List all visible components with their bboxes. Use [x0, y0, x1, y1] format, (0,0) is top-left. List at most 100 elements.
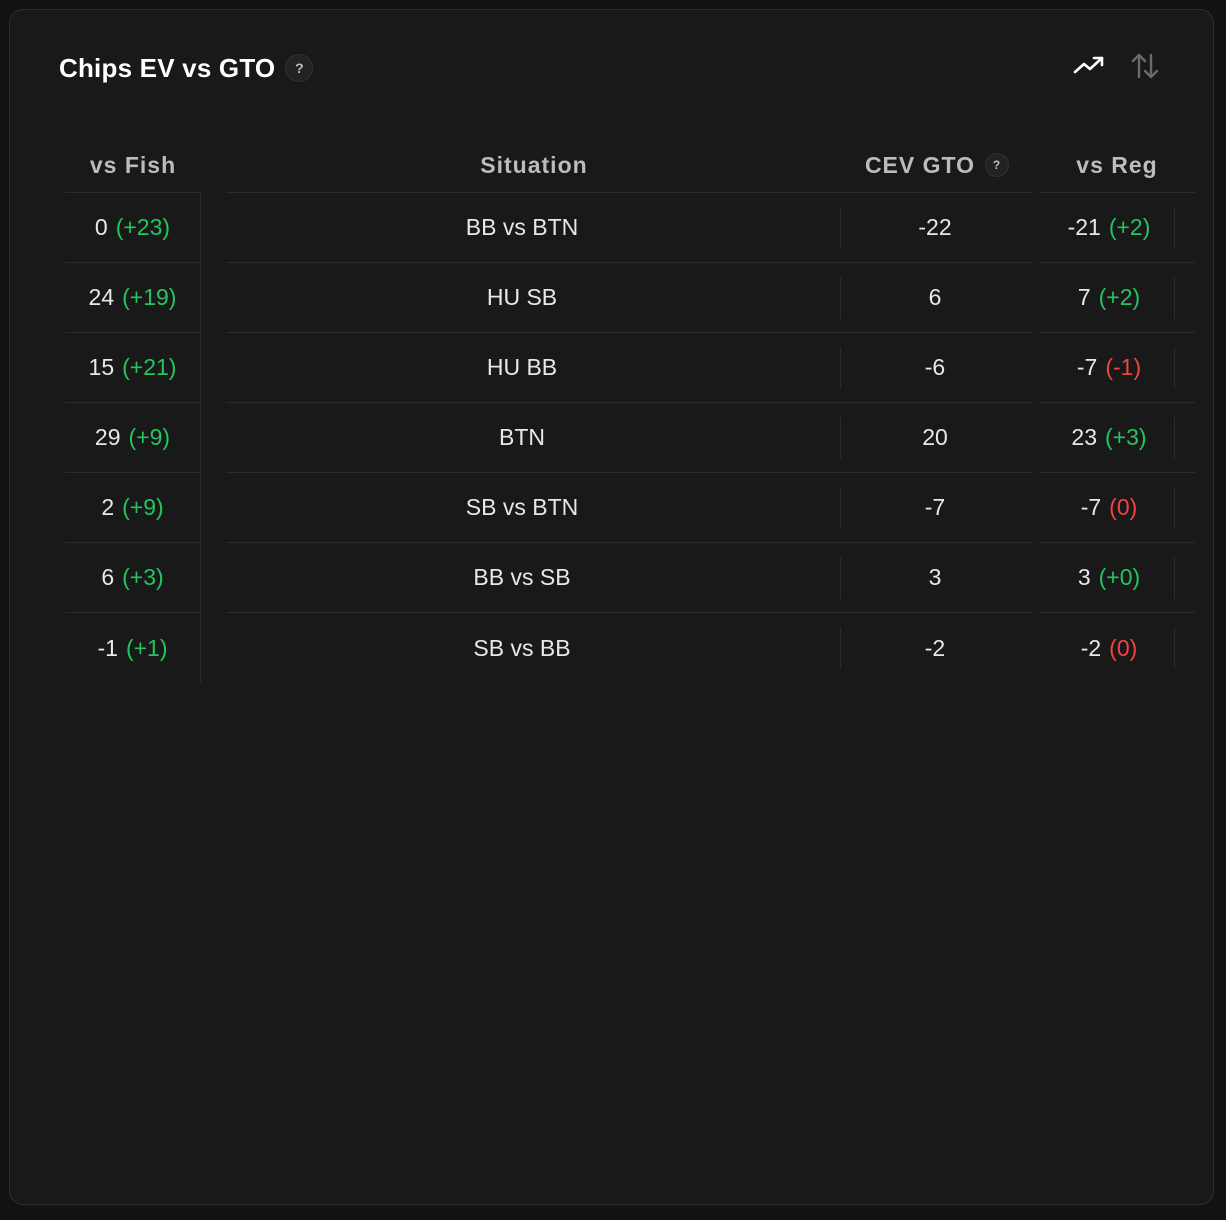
trend-up-icon[interactable]: [1073, 50, 1105, 82]
vs-reg-column: vs Reg -21 (+2) 7 (+2) -7 (-1) 23 (+3) -7 (0) 3 (+0…: [1039, 138, 1195, 683]
card-toolbar: [1073, 50, 1161, 82]
vs-reg-cell: -21 (+2): [1039, 193, 1195, 263]
cev-gto-value: 6: [928, 284, 942, 310]
situation-label: BB vs SB: [473, 564, 571, 590]
vs-reg-value: -2: [1080, 634, 1102, 661]
vs-reg-content: 7 (+2): [1039, 284, 1179, 311]
vs-fish-column: vs Fish 0 (+23) 24 (+19) 15 (+21) 29 (+9) 2 (+9) 6…: [65, 138, 201, 683]
situation-label: HU SB: [486, 284, 558, 310]
cev-gto-value: -7: [924, 494, 946, 520]
vs-fish-delta: (+19): [122, 284, 177, 310]
vs-reg-value: 23: [1071, 424, 1098, 450]
vs-reg-delta: (+2): [1098, 284, 1141, 310]
cev-gto-value: -22: [918, 214, 952, 240]
vs-fish-value: -1: [97, 634, 118, 661]
situation-label: SB vs BTN: [465, 494, 579, 520]
vs-fish-cell: 0 (+23): [65, 193, 201, 263]
vs-fish-delta: (+21): [122, 354, 177, 380]
vs-reg-delta: (+3): [1105, 424, 1147, 450]
vs-reg-delta: (0): [1109, 494, 1138, 520]
situation-row[interactable]: BB vs BTN -22: [226, 193, 1032, 263]
vs-reg-value: -21: [1067, 214, 1101, 240]
vs-fish-delta: (+9): [122, 494, 164, 520]
vs-reg-value: 7: [1077, 284, 1091, 310]
vs-fish-delta: (+9): [128, 424, 171, 450]
vs-fish-cell: 24 (+19): [65, 263, 201, 333]
sort-arrows-icon[interactable]: [1129, 50, 1161, 82]
column-divider: [1174, 417, 1175, 459]
vs-reg-delta: (0): [1109, 634, 1138, 661]
vs-reg-cell: -7 (0): [1039, 473, 1195, 543]
vs-reg-cell: 7 (+2): [1039, 263, 1195, 333]
situation-header-row: Situation CEV GTO ?: [226, 138, 1032, 193]
vs-fish-delta: (+23): [115, 214, 171, 240]
cev-help-icon[interactable]: ?: [985, 153, 1010, 177]
situation-row[interactable]: SB vs BTN -7: [226, 473, 1032, 543]
vs-reg-content: -7 (-1): [1039, 354, 1179, 381]
vs-reg-content: -7 (0): [1039, 494, 1179, 521]
vs-fish-value: 0: [94, 214, 108, 240]
vs-reg-value: 3: [1077, 564, 1091, 590]
vs-reg-value: -7: [1076, 354, 1098, 380]
vs-fish-delta: (+3): [122, 564, 164, 590]
card-title: Chips EV vs GTO: [59, 52, 276, 83]
vs-fish-cell: -1 (+1): [65, 613, 201, 683]
column-divider: [1174, 277, 1175, 319]
vs-fish-value: 6: [101, 564, 115, 590]
vs-reg-content: 3 (+0): [1039, 564, 1179, 591]
vs-fish-value: 29: [94, 424, 121, 450]
vs-reg-delta: (+2): [1108, 214, 1151, 240]
cev-gto-value: -6: [924, 354, 946, 380]
vs-fish-cell: 6 (+3): [65, 543, 201, 613]
column-divider: [840, 347, 841, 389]
cev-gto-value: 20: [922, 424, 948, 450]
vs-fish-value: 15: [88, 354, 115, 380]
column-divider: [1174, 557, 1175, 599]
column-divider: [840, 207, 841, 249]
situation-label: BTN: [499, 424, 545, 450]
vs-fish-header[interactable]: vs Fish: [65, 138, 201, 193]
vs-fish-cell: 2 (+9): [65, 473, 201, 543]
column-divider: [840, 487, 841, 529]
situation-column: Situation CEV GTO ? BB vs BTN -22 HU SB 6 HU…: [226, 138, 1032, 683]
vs-reg-content: -21 (+2): [1039, 214, 1179, 241]
situation-row[interactable]: BB vs SB 3: [226, 543, 1032, 613]
vs-reg-cell: 23 (+3): [1039, 403, 1195, 473]
column-divider: [1174, 627, 1175, 669]
column-divider: [1174, 487, 1175, 529]
situation-label: HU BB: [486, 354, 558, 380]
cev-gto-value: -2: [924, 634, 946, 661]
vs-reg-cell: -7 (-1): [1039, 333, 1195, 403]
situation-row[interactable]: HU SB 6: [226, 263, 1032, 333]
vs-reg-cell: -2 (0): [1039, 613, 1195, 683]
card-header: Chips EV vs GTO ?: [59, 48, 314, 88]
situation-label: SB vs BB: [473, 634, 571, 661]
column-divider: [840, 277, 841, 319]
vs-reg-content: 23 (+3): [1039, 424, 1179, 451]
help-icon[interactable]: ?: [285, 54, 314, 82]
vs-reg-content: -2 (0): [1039, 635, 1179, 662]
vs-reg-header[interactable]: vs Reg: [1039, 138, 1195, 193]
vs-fish-delta: (+1): [125, 634, 168, 661]
vs-reg-delta: (-1): [1105, 354, 1142, 380]
vs-fish-value: 2: [101, 494, 115, 520]
column-divider: [1174, 347, 1175, 389]
vs-reg-delta: (+0): [1098, 564, 1141, 590]
cev-gto-value: 3: [928, 564, 942, 590]
vs-fish-cell: 29 (+9): [65, 403, 201, 473]
situation-row[interactable]: SB vs BB -2: [226, 613, 1032, 683]
vs-fish-cell: 15 (+21): [65, 333, 201, 403]
vs-reg-value: -7: [1080, 494, 1102, 520]
cev-gto-header-label: CEV GTO: [864, 151, 976, 178]
column-divider: [840, 557, 841, 599]
situation-label: BB vs BTN: [465, 214, 579, 240]
vs-fish-value: 24: [88, 284, 115, 310]
cev-gto-header[interactable]: CEV GTO ?: [842, 152, 1032, 179]
situation-row[interactable]: BTN 20: [226, 403, 1032, 473]
column-divider: [840, 417, 841, 459]
chips-ev-card: Chips EV vs GTO ? vs Fish 0 (+23) 24 (+19) 1…: [9, 9, 1214, 1205]
column-divider: [1174, 207, 1175, 249]
situation-header[interactable]: Situation: [480, 151, 588, 178]
vs-reg-cell: 3 (+0): [1039, 543, 1195, 613]
situation-row[interactable]: HU BB -6: [226, 333, 1032, 403]
